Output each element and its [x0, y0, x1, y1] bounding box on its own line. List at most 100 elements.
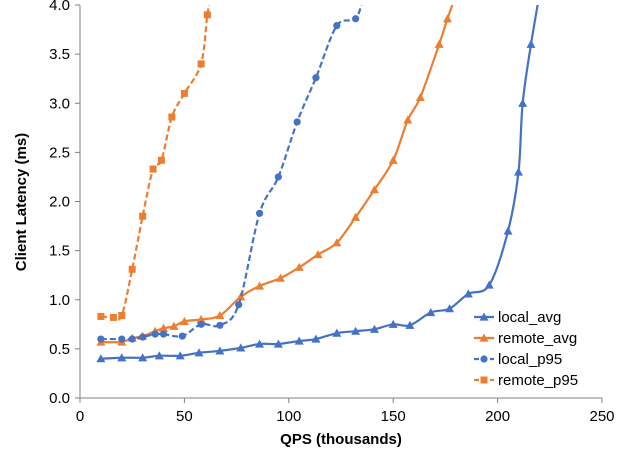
x-tick-label: 0 — [76, 408, 84, 425]
data-point — [236, 343, 246, 352]
data-point — [215, 310, 225, 320]
data-point — [109, 313, 117, 321]
data-point — [312, 74, 320, 82]
data-point — [159, 330, 168, 338]
data-point — [294, 262, 304, 271]
data-point — [273, 339, 283, 348]
legend-item-local-avg: local_avg — [474, 309, 561, 326]
series-remote-avg — [96, 5, 454, 346]
series-local-p95 — [97, 5, 363, 343]
data-point — [154, 351, 164, 360]
data-point — [275, 273, 285, 282]
series-line — [100, 5, 363, 341]
series-local-avg — [96, 5, 539, 363]
data-point — [168, 113, 176, 121]
data-point — [503, 226, 513, 235]
data-point — [332, 328, 342, 337]
data-point — [311, 334, 321, 343]
legend-item-remote-p95: remote_p95 — [474, 372, 578, 389]
data-point — [518, 98, 528, 107]
data-point — [118, 335, 126, 343]
data-point — [149, 165, 157, 173]
x-tick-label: 200 — [485, 408, 510, 425]
legend-marker — [480, 355, 488, 363]
data-point — [513, 167, 523, 176]
data-point — [351, 326, 361, 335]
data-point — [151, 330, 159, 338]
y-tick-labels: 0.0 0.5 1.0 1.5 2.0 2.5 3.0 3.5 4.0 — [49, 0, 70, 407]
data-point — [118, 311, 126, 319]
data-point — [96, 354, 106, 363]
data-point — [484, 280, 494, 289]
data-point — [313, 250, 323, 259]
data-point — [351, 212, 361, 221]
x-axis-title: QPS (thousands) — [280, 431, 402, 448]
data-point — [178, 332, 186, 340]
y-tick-label: 3.0 — [49, 95, 70, 112]
data-point — [139, 212, 147, 220]
data-point — [139, 333, 147, 341]
data-point — [445, 304, 455, 313]
data-point — [196, 314, 206, 323]
y-tick-label: 4.0 — [49, 0, 70, 14]
legend-item-remote-avg: remote_avg — [474, 330, 577, 347]
data-point — [526, 39, 536, 48]
y-tick-label: 0.0 — [49, 390, 70, 407]
data-point — [388, 155, 398, 164]
data-point — [415, 92, 425, 101]
data-point — [274, 173, 282, 181]
data-point — [434, 39, 444, 48]
series-layer — [96, 5, 539, 363]
data-point — [180, 89, 188, 97]
axes — [75, 4, 603, 403]
y-tick-label: 2.5 — [49, 144, 70, 161]
data-point — [128, 335, 136, 343]
x-tick-label: 250 — [589, 408, 614, 425]
y-tick-label: 1.5 — [49, 243, 70, 260]
series-remote-p95 — [97, 5, 211, 321]
data-point — [97, 335, 105, 343]
legend-marker — [479, 333, 489, 342]
data-point — [293, 118, 301, 126]
data-point — [369, 324, 379, 333]
data-point — [97, 312, 105, 320]
data-point — [197, 60, 205, 68]
series-line — [100, 5, 211, 321]
x-tick-labels: 0 50 100 150 200 250 — [76, 408, 615, 425]
data-point — [235, 301, 243, 309]
data-point — [179, 316, 189, 325]
legend-item-local-p95: local_p95 — [474, 351, 562, 368]
data-point — [117, 353, 127, 362]
data-point — [128, 265, 136, 273]
data-point — [215, 346, 225, 355]
data-point — [138, 353, 148, 362]
data-point — [463, 289, 473, 298]
data-point — [369, 185, 379, 194]
legend-label: local_p95 — [498, 351, 562, 368]
data-point — [255, 281, 265, 290]
legend-marker — [480, 376, 488, 384]
y-axis-title: Client Latency (ms) — [13, 133, 30, 271]
legend-label: remote_p95 — [498, 372, 578, 389]
y-tick-label: 2.0 — [49, 194, 70, 211]
y-tick-label: 3.5 — [49, 46, 70, 63]
data-point — [352, 15, 360, 23]
legend-label: remote_avg — [498, 330, 577, 347]
data-point — [194, 348, 204, 357]
series-line — [100, 5, 539, 360]
y-tick-label: 0.5 — [49, 341, 70, 358]
x-tick-label: 50 — [176, 408, 193, 425]
data-point — [216, 321, 224, 329]
data-point — [333, 22, 341, 30]
data-point — [403, 115, 413, 124]
data-point — [157, 156, 165, 164]
data-point — [203, 11, 211, 19]
legend: local_avg remote_avg local_p95 remote_p95 — [474, 309, 578, 389]
data-point — [405, 320, 415, 329]
data-point — [294, 336, 304, 345]
data-point — [175, 351, 185, 360]
legend-label: local_avg — [498, 309, 561, 326]
data-point — [255, 209, 264, 217]
data-point — [332, 238, 342, 247]
